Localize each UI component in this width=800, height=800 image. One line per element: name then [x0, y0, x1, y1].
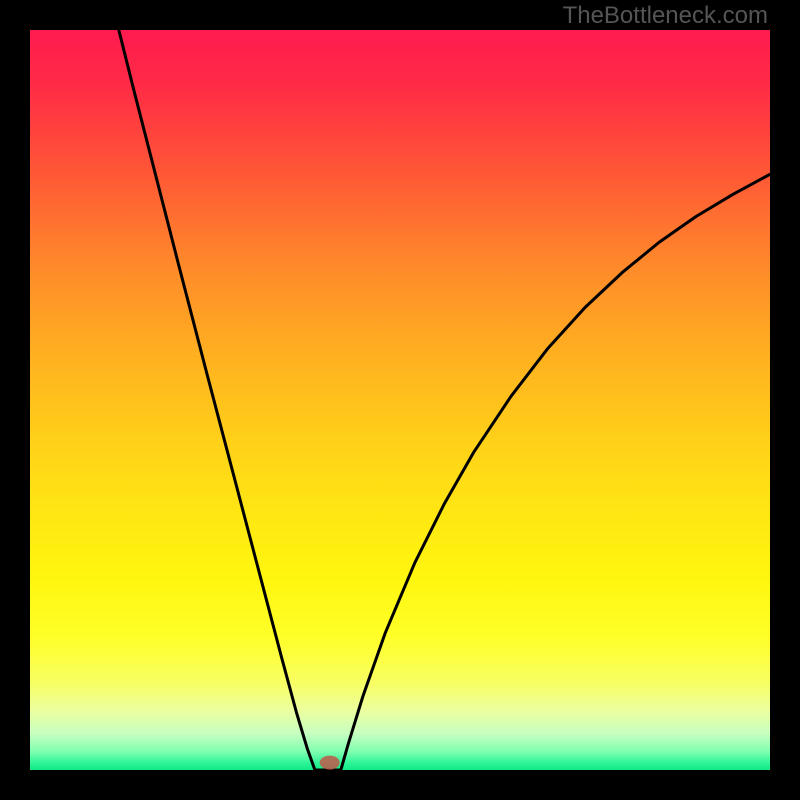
watermark-text: TheBottleneck.com [563, 2, 768, 30]
chart-svg [30, 30, 770, 770]
gradient-background [30, 30, 770, 770]
optimal-marker [320, 756, 340, 770]
plot-area [30, 30, 770, 770]
